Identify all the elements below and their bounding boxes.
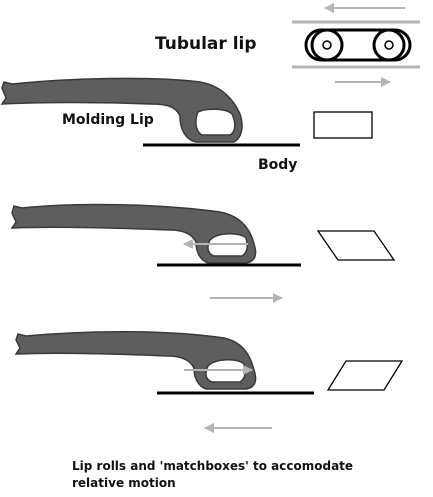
caption-line-2: relative motion <box>72 476 176 490</box>
matchbox-skewed <box>316 230 396 261</box>
panel-rest <box>0 77 373 147</box>
body-label: Body <box>258 157 297 173</box>
tubular-lip-label: Tubular lip <box>155 34 257 54</box>
matchbox-rest <box>313 111 373 139</box>
tubular-lip-inset <box>292 3 420 87</box>
panel-shift-right <box>10 203 396 303</box>
molding-lip-shape <box>0 77 243 143</box>
roller-hub-icon <box>322 40 332 50</box>
molding-lip-shape <box>14 330 257 390</box>
molding-lip-label: Molding Lip <box>62 112 154 128</box>
matchbox-skewed <box>326 360 404 391</box>
panel-shift-left <box>14 330 404 433</box>
molding-lip-shape <box>10 203 257 264</box>
roller-hub-icon <box>384 40 394 50</box>
caption-line-1: Lip rolls and 'matchboxes' to accomodate <box>72 459 353 473</box>
